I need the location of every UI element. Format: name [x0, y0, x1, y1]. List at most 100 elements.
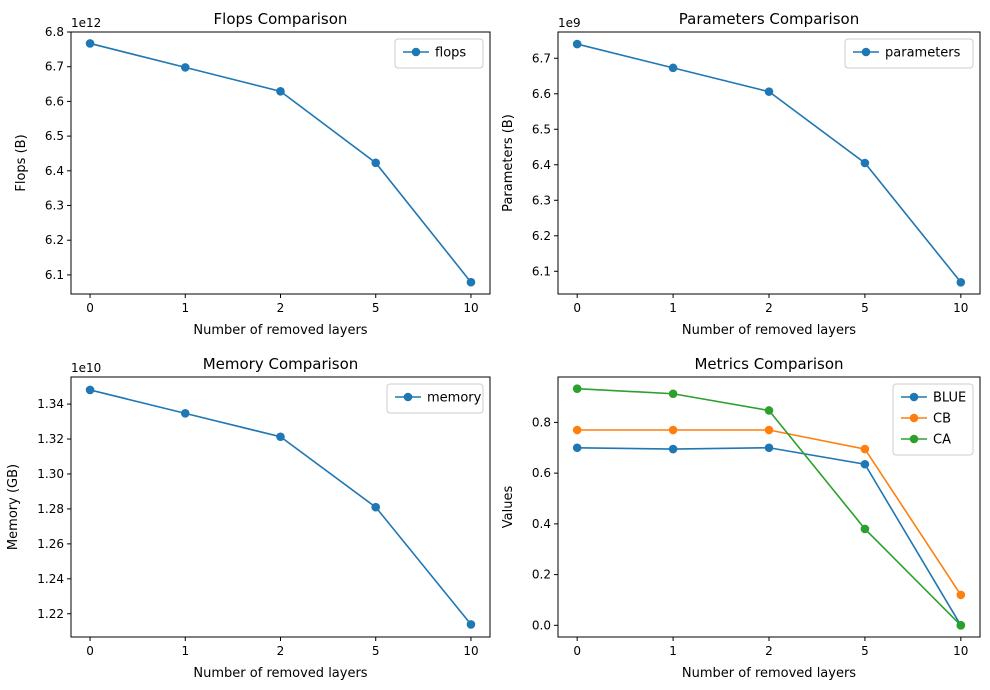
legend-marker-blue — [909, 392, 919, 402]
axes-frame — [70, 376, 491, 638]
y-tick-label: 0.0 — [532, 618, 551, 632]
x-tick-label: 10 — [463, 644, 478, 658]
legend-label-flops: flops — [435, 46, 466, 61]
y-tick-label: 0.2 — [532, 568, 551, 582]
data-point-memory — [371, 502, 381, 512]
y-tick-label: 6.2 — [45, 233, 64, 247]
y-axis-label: Flops (B) — [14, 134, 29, 191]
x-tick-label: 0 — [573, 644, 581, 658]
x-tick-label: 0 — [86, 301, 94, 315]
y-axis-label: Memory (GB) — [6, 464, 21, 550]
x-tick-label: 5 — [372, 644, 380, 658]
x-tick-label: 2 — [765, 301, 773, 315]
y-tick-label: 6.3 — [532, 193, 551, 207]
x-tick-label: 10 — [953, 301, 968, 315]
legend-box — [386, 383, 484, 414]
series-line-flops — [89, 42, 472, 283]
y-tick-label: 6.1 — [45, 268, 64, 282]
legend: flops — [394, 38, 484, 69]
data-point-flops — [85, 39, 95, 48]
legend-label-blue: BLUE — [933, 391, 966, 406]
axes-frame — [557, 376, 981, 638]
data-point-blue — [764, 443, 774, 453]
series-line-blue — [577, 446, 962, 626]
data-point-blue — [668, 444, 678, 454]
y-tick-label: 0.8 — [532, 415, 551, 429]
x-tick-label: 2 — [277, 644, 285, 658]
y-tick-label: 6.1 — [532, 264, 551, 278]
y-tick-label: 6.4 — [532, 158, 551, 172]
x-tick-label: 10 — [463, 301, 478, 315]
legend-label-memory: memory — [427, 391, 482, 406]
axes-frame — [557, 31, 981, 295]
data-point-flops — [276, 87, 285, 96]
data-point-parameters — [860, 158, 870, 168]
data-point-ca — [668, 389, 678, 399]
data-point-blue — [860, 459, 870, 469]
y-tick-label: 6.3 — [45, 199, 64, 213]
axis-offset-label: 1e9 — [558, 16, 581, 30]
chart-title: Memory Comparison — [203, 355, 359, 373]
series-line-parameters — [576, 43, 962, 283]
y-tick-label: 0.6 — [532, 466, 551, 480]
chart-metrics-comparison: Metrics Comparison 0 1 2 5 10 0.0 0.2 0.4 0.6 0.8 N… — [501, 355, 981, 681]
legend-marker-ca — [909, 434, 919, 444]
y-tick-label: 6.2 — [532, 229, 551, 243]
y-axis-label: Parameters (B) — [501, 114, 516, 212]
chart-flops-comparison: Flops Comparison 1e12 0 1 2 5 10 6.1 6.2 6.3 6.4 6.… — [14, 10, 491, 338]
data-point-memory — [85, 385, 95, 395]
data-point-memory — [276, 432, 285, 442]
y-tick-label: 1.22 — [37, 607, 64, 621]
legend-label-cb: CB — [933, 412, 951, 427]
data-point-cb — [860, 444, 870, 454]
y-tick-label: 1.24 — [37, 572, 64, 586]
data-point-flops — [466, 277, 476, 287]
y-tick-label: 1.28 — [37, 502, 64, 516]
chart-title: Parameters Comparison — [679, 10, 859, 28]
data-point-flops — [371, 158, 381, 168]
y-tick-label: 6.5 — [45, 129, 64, 143]
data-point-cb — [764, 425, 774, 435]
y-tick-label: 6.6 — [45, 94, 64, 108]
legend-marker-cb — [909, 413, 919, 423]
x-tick-label: 0 — [573, 301, 581, 315]
x-axis-label: Number of removed layers — [193, 666, 367, 681]
y-tick-label: 6.7 — [532, 51, 551, 65]
data-point-ca — [956, 621, 966, 630]
x-tick-label: 0 — [86, 644, 94, 658]
chart-title: Metrics Comparison — [694, 355, 843, 373]
axis-offset-label: 1e10 — [71, 361, 101, 375]
legend-marker-parameters — [861, 47, 871, 57]
x-tick-label: 1 — [669, 301, 677, 315]
data-point-memory — [466, 620, 476, 629]
y-tick-label: 1.26 — [37, 537, 64, 551]
x-axis-label: Number of removed layers — [682, 323, 856, 338]
y-axis-label: Values — [501, 486, 516, 529]
data-point-parameters — [668, 63, 678, 73]
axes-frame — [70, 31, 491, 295]
data-point-cb — [572, 425, 582, 435]
x-axis-label: Number of removed layers — [193, 323, 367, 338]
legend-marker-flops — [411, 47, 421, 57]
data-point-memory — [180, 409, 190, 418]
y-tick-label: 1.30 — [37, 467, 64, 481]
axis-offset-label: 1e12 — [71, 16, 101, 30]
legend-label-ca: CA — [933, 433, 951, 448]
legend-box — [844, 38, 974, 69]
series-line-memory — [89, 389, 472, 625]
chart-memory-comparison: Memory Comparison 1e10 0 1 2 5 10 1.22 1.24 1.26 1… — [6, 355, 491, 681]
data-point-parameters — [956, 277, 966, 287]
data-point-parameters — [572, 39, 582, 49]
y-tick-label: 1.34 — [37, 397, 64, 411]
x-tick-label: 1 — [181, 644, 189, 658]
legend: memory — [386, 383, 484, 414]
data-point-parameters — [764, 87, 774, 96]
legend-marker-memory — [403, 392, 413, 402]
legend: parameters — [844, 38, 974, 69]
data-point-flops — [180, 63, 190, 72]
x-tick-label: 2 — [277, 301, 285, 315]
data-point-ca — [860, 524, 870, 534]
chart-parameters-comparison: Parameters Comparison 1e9 0 1 2 5 10 6.1 6.2 6.3 6… — [501, 10, 981, 338]
y-tick-label: 6.6 — [532, 87, 551, 101]
